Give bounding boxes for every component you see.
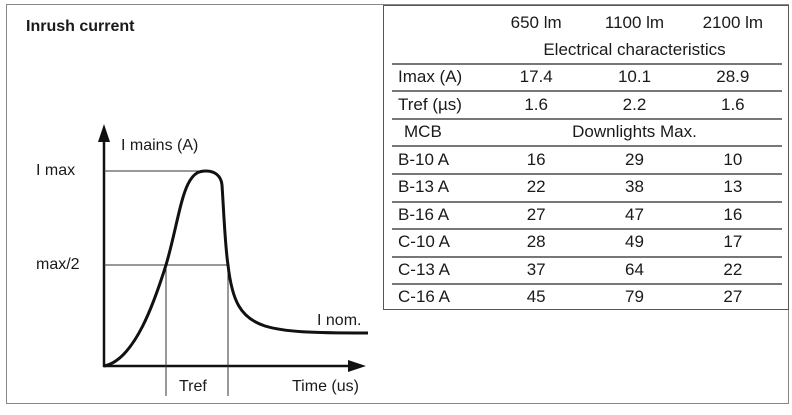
mcb-header-row: MCB Downlights Max.	[392, 118, 782, 147]
cell: 16	[526, 149, 546, 169]
section-header: Electrical characteristics	[543, 39, 726, 59]
section-header: Downlights Max.	[572, 121, 697, 141]
column-header-row: 650 lm 1100 lm 2100 lm	[392, 9, 782, 36]
table-row: B-16 A 27 47 16	[392, 201, 782, 230]
cell: 29	[625, 149, 644, 169]
section-header-row: Electrical characteristics	[392, 36, 782, 65]
cell: 47	[625, 204, 644, 224]
table-row: B-10 A 16 29 10	[392, 146, 782, 175]
row-label: B-10 A	[398, 149, 450, 169]
cell: 10	[723, 149, 743, 169]
table-row: Imax (A) 17.4 10.1 28.9	[392, 63, 782, 92]
cell: 16	[723, 204, 743, 224]
cell: 45	[526, 287, 546, 306]
half-max-label: max/2	[36, 256, 80, 273]
cell: 49	[625, 232, 644, 251]
table-row: C-13 A 37 64 22	[392, 256, 782, 285]
cell: 22	[723, 259, 743, 279]
cell: 79	[625, 287, 644, 306]
x-axis-label: Time (us)	[292, 378, 359, 395]
table-row: Tref (µs) 1.6 2.2 1.6	[392, 91, 782, 120]
row-label: C-16 A	[398, 287, 450, 306]
cell: 1.6	[524, 94, 548, 114]
column-header: 2100 lm	[702, 12, 764, 32]
cell: 22	[526, 177, 546, 196]
cell: 1.6	[721, 94, 745, 114]
inom-label: I nom.	[317, 312, 362, 329]
mcb-header: MCB	[404, 121, 442, 141]
cell: 13	[723, 177, 743, 196]
row-label: Tref (µs)	[398, 94, 462, 114]
cell: 27	[723, 287, 743, 306]
cell: 27	[526, 204, 546, 224]
cell: 37	[526, 259, 546, 279]
cell: 17.4	[519, 66, 553, 86]
cell: 28	[526, 232, 546, 251]
cell: 64	[625, 259, 644, 279]
row-label: C-13 A	[398, 259, 450, 279]
row-label: Imax (A)	[398, 66, 463, 86]
y-axis-arrow-icon	[98, 124, 110, 142]
table-row: B-13 A 22 38 13	[392, 174, 782, 203]
x-axis-arrow-icon	[348, 360, 366, 372]
cell: 28.9	[716, 66, 750, 86]
y-axis-label: I mains (A)	[121, 137, 199, 154]
characteristics-table: 650 lm 1100 lm 2100 lm Electrical charac…	[383, 5, 789, 310]
tref-label: Tref	[179, 378, 207, 395]
table-row: C-10 A 28 49 17	[392, 229, 782, 258]
cell: 38	[625, 177, 644, 196]
column-header: 1100 lm	[604, 12, 665, 32]
row-label: B-13 A	[398, 177, 450, 196]
cell: 17	[723, 232, 743, 251]
imax-label: I max	[36, 162, 76, 179]
row-label: C-10 A	[398, 232, 450, 251]
table-row: C-16 A 45 79 27	[392, 284, 782, 311]
row-label: B-16 A	[398, 204, 450, 224]
figure-title: Inrush current	[26, 18, 135, 35]
cell: 10.1	[617, 66, 652, 86]
inrush-curve	[103, 169, 369, 368]
cell: 2.2	[622, 94, 647, 114]
column-header: 650 lm	[510, 12, 562, 32]
